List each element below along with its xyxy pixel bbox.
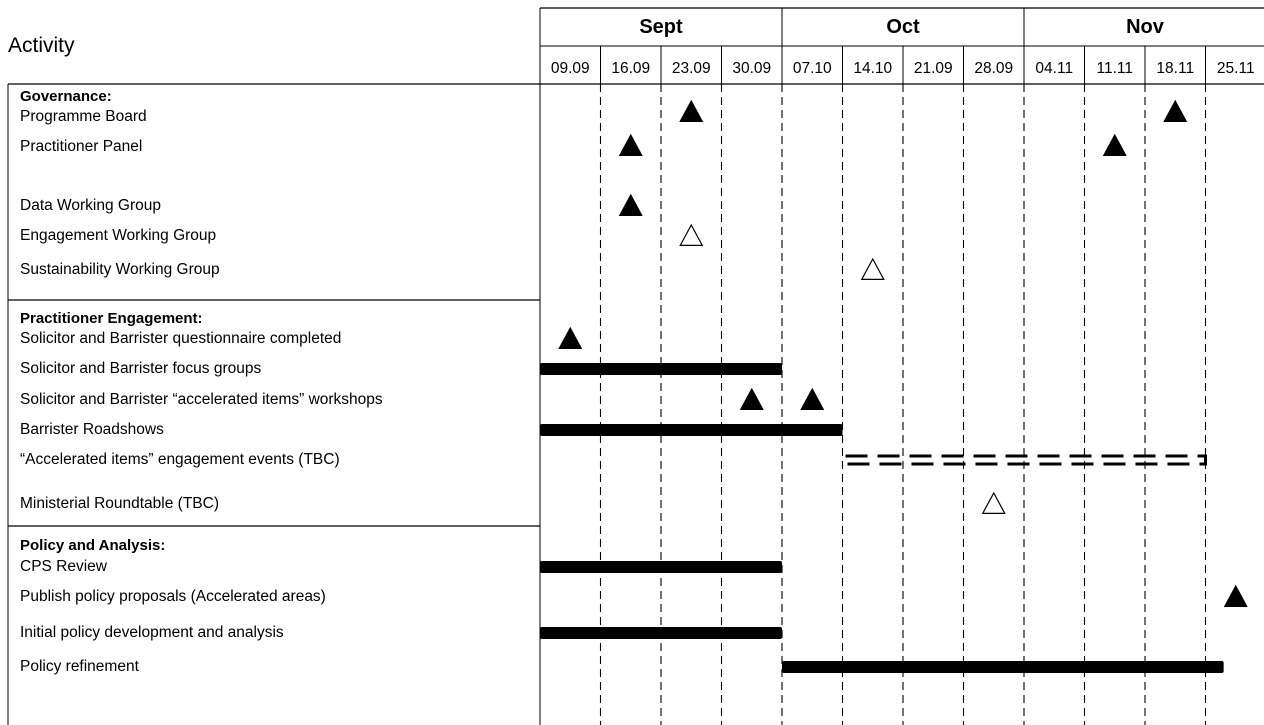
week-label: 11.11 [1096, 60, 1134, 77]
milestone-filled-triangle [739, 387, 764, 410]
activity-bar [540, 627, 782, 639]
week-label: 04.11 [1035, 60, 1074, 77]
month-label: Oct [886, 16, 920, 38]
activity-bar [540, 363, 782, 375]
activity-label: Engagement Working Group [20, 227, 217, 244]
month-label: Nov [1126, 16, 1164, 38]
week-label: 07.10 [792, 60, 832, 77]
milestone-filled-triangle [618, 193, 643, 216]
activity-bar-tentative [844, 454, 1207, 466]
activity-label: Solicitor and Barrister “accelerated ite… [20, 391, 383, 408]
milestone-filled-triangle [800, 387, 825, 410]
activity-label: Initial policy development and analysis [20, 624, 284, 641]
milestone-filled-triangle [558, 326, 583, 349]
activity-label: Policy refinement [20, 658, 139, 675]
week-label: 16.09 [611, 60, 651, 77]
activity-label: CPS Review [20, 558, 107, 575]
activity-bar [540, 561, 782, 573]
milestone-open-triangle [981, 491, 1006, 514]
activity-label: Practitioner Panel [20, 138, 143, 155]
milestone-filled-triangle [1102, 133, 1127, 156]
activity-label: Solicitor and Barrister focus groups [20, 360, 262, 377]
week-label: 25.11 [1216, 60, 1255, 77]
section-title: Governance: [20, 88, 112, 105]
milestone-filled-triangle [679, 99, 704, 122]
activity-label: Data Working Group [20, 197, 161, 214]
week-label: 28.09 [974, 60, 1014, 77]
month-label: Sept [639, 16, 683, 38]
activity-label: Sustainability Working Group [20, 261, 220, 278]
week-label: 23.09 [671, 60, 711, 77]
activity-label: Barrister Roadshows [20, 421, 164, 438]
milestone-filled-triangle [618, 133, 643, 156]
milestone-filled-triangle [1163, 99, 1188, 122]
activity-label: Solicitor and Barrister questionnaire co… [20, 330, 342, 347]
week-label: 30.09 [732, 60, 772, 77]
activity-label: Programme Board [20, 108, 147, 125]
milestone-open-triangle [860, 257, 885, 280]
activity-label: Publish policy proposals (Accelerated ar… [20, 588, 326, 605]
activity-bar [540, 424, 843, 436]
week-label: 18.11 [1156, 60, 1195, 77]
activity-column-header: Activity [8, 34, 75, 57]
milestone-open-triangle [679, 223, 704, 246]
activity-label: “Accelerated items” engagement events (T… [20, 451, 340, 468]
week-label: 09.09 [550, 60, 590, 77]
section-title: Practitioner Engagement: [20, 310, 203, 327]
milestone-filled-triangle [1223, 584, 1248, 607]
activity-label: Ministerial Roundtable (TBC) [20, 495, 219, 512]
section-title: Policy and Analysis: [20, 537, 166, 554]
activity-bar [782, 661, 1224, 673]
week-label: 14.10 [853, 60, 893, 77]
week-label: 21.09 [913, 60, 953, 77]
